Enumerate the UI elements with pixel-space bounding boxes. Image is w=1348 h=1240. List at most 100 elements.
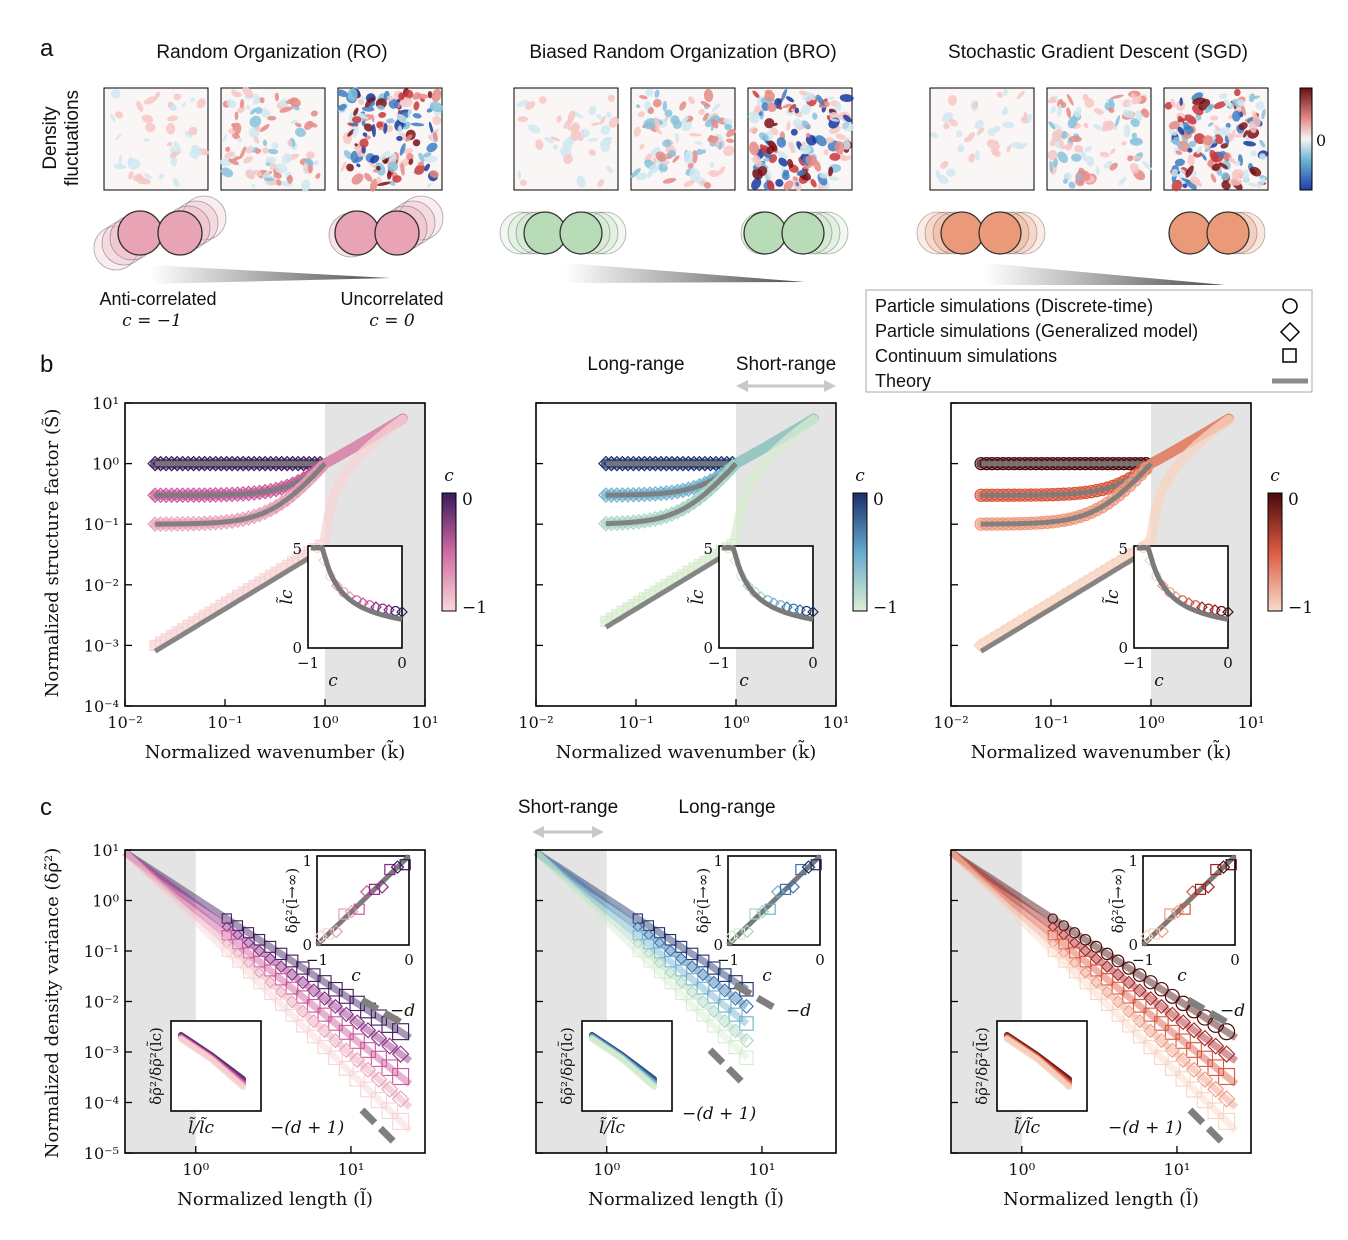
density-blob (315, 173, 321, 179)
density-blob (254, 148, 262, 154)
density-blob (1213, 101, 1227, 109)
data-marker-square (1111, 1008, 1125, 1022)
density-blob (751, 177, 762, 190)
data-marker-diamond (632, 921, 644, 933)
density-blob (1082, 94, 1089, 101)
slope-guide-d (733, 981, 775, 1011)
density-blob (363, 172, 373, 182)
data-marker-square (707, 961, 721, 975)
data-marker-square (285, 981, 299, 995)
density-blob (364, 96, 375, 108)
density-blob (1053, 158, 1058, 168)
density-blob (783, 180, 794, 191)
data-marker-square (1186, 1042, 1202, 1058)
density-blob (1131, 132, 1138, 139)
colorbar-title: c (855, 466, 865, 486)
inset-top-x-tick: −1 (1132, 951, 1154, 969)
data-marker-square (381, 1059, 399, 1076)
density-blob (407, 108, 413, 116)
density-blob (249, 108, 257, 115)
data-marker-diamond (1132, 1014, 1147, 1029)
density-blob (842, 114, 852, 123)
density-blob (166, 141, 173, 147)
density-blob (1084, 98, 1095, 108)
density-blob (353, 107, 359, 116)
data-marker-square (1122, 1019, 1136, 1033)
density-blob (635, 104, 641, 109)
density-blob (1187, 154, 1195, 166)
x-tick-label: 10⁰ (723, 713, 750, 732)
data-marker-square (664, 977, 677, 990)
density-blob (708, 135, 714, 142)
density-blob (654, 116, 660, 129)
density-blob (662, 139, 672, 148)
c-xlabel-ro: Normalized length (l̃) (177, 1187, 373, 1210)
density-blob (361, 106, 375, 112)
data-marker-square (728, 1007, 743, 1022)
density-panel (630, 87, 736, 191)
inset-y-tick: 5 (292, 540, 302, 558)
inset-y-tick: 5 (1118, 540, 1128, 558)
density-blob (834, 141, 845, 155)
density-blob (798, 90, 808, 96)
density-blob (1051, 129, 1063, 139)
density-variance-plot-bro: −d−(d + 1)10⁰ 10¹−1 001cδρ̂²(l̃→∞)l̃/l̃cδρ… (533, 849, 837, 1179)
density-blob (679, 101, 687, 111)
inset-marker (1210, 863, 1222, 876)
density-blob (652, 156, 657, 164)
density-blob (220, 167, 234, 178)
density-blob (376, 176, 382, 184)
legend-label-continuum: Continuum simulations (875, 346, 1057, 366)
density-blob (143, 173, 153, 179)
inset-top-y-tick: 1 (302, 852, 312, 870)
density-blob (775, 179, 784, 187)
density-blob (823, 149, 829, 156)
data-marker-square (675, 964, 688, 977)
x-tick-label: 10⁰ (1008, 1160, 1035, 1179)
legend-label-theory: Theory (875, 371, 931, 391)
inset-marker (322, 928, 335, 940)
inset-marker (390, 605, 401, 617)
density-blob (1076, 172, 1083, 182)
data-marker-diamond (1207, 1080, 1225, 1098)
data-marker-square (1218, 1068, 1236, 1086)
density-blob (392, 175, 402, 183)
inset-top-theory (726, 854, 822, 947)
data-marker-square (242, 967, 255, 979)
density-blob (351, 122, 359, 126)
density-blob (647, 107, 655, 115)
data-marker-square (1122, 990, 1136, 1004)
density-blob (154, 91, 161, 99)
series-band (150, 414, 408, 651)
inset-xlabel: c (1154, 671, 1164, 691)
density-blob (1171, 179, 1183, 192)
density-blob (142, 138, 151, 142)
density-blob (259, 108, 271, 119)
density-blob (110, 114, 116, 123)
density-blob (262, 147, 269, 154)
density-blob (1093, 108, 1104, 115)
data-marker-square (717, 968, 732, 982)
inset-marker (724, 929, 739, 944)
density-blob (268, 148, 279, 155)
density-blob (279, 106, 293, 113)
density-blob (762, 158, 770, 162)
density-blob (1257, 177, 1266, 189)
density-blob (359, 138, 369, 148)
density-variance-plot-ro: −d −(d + 1) 10⁰ 10¹ 10⁻⁵ 10⁻⁴ 10⁻³ 10⁻² 10⁻¹ 10⁰ 1… (84, 841, 426, 1179)
data-marker-square (685, 947, 699, 961)
density-blob (243, 156, 253, 164)
density-blob (810, 179, 817, 188)
density-blob (172, 177, 180, 187)
inset-top-x-tick: −1 (717, 951, 739, 969)
particle (781, 211, 825, 255)
series-band (533, 849, 750, 1027)
density-blob (996, 91, 1003, 98)
inset-theory (721, 545, 814, 622)
density-blob (167, 115, 178, 122)
density-blob (1177, 140, 1191, 152)
density-blob (222, 133, 228, 142)
density-blob (538, 96, 547, 104)
data-marker-square (392, 1112, 410, 1130)
